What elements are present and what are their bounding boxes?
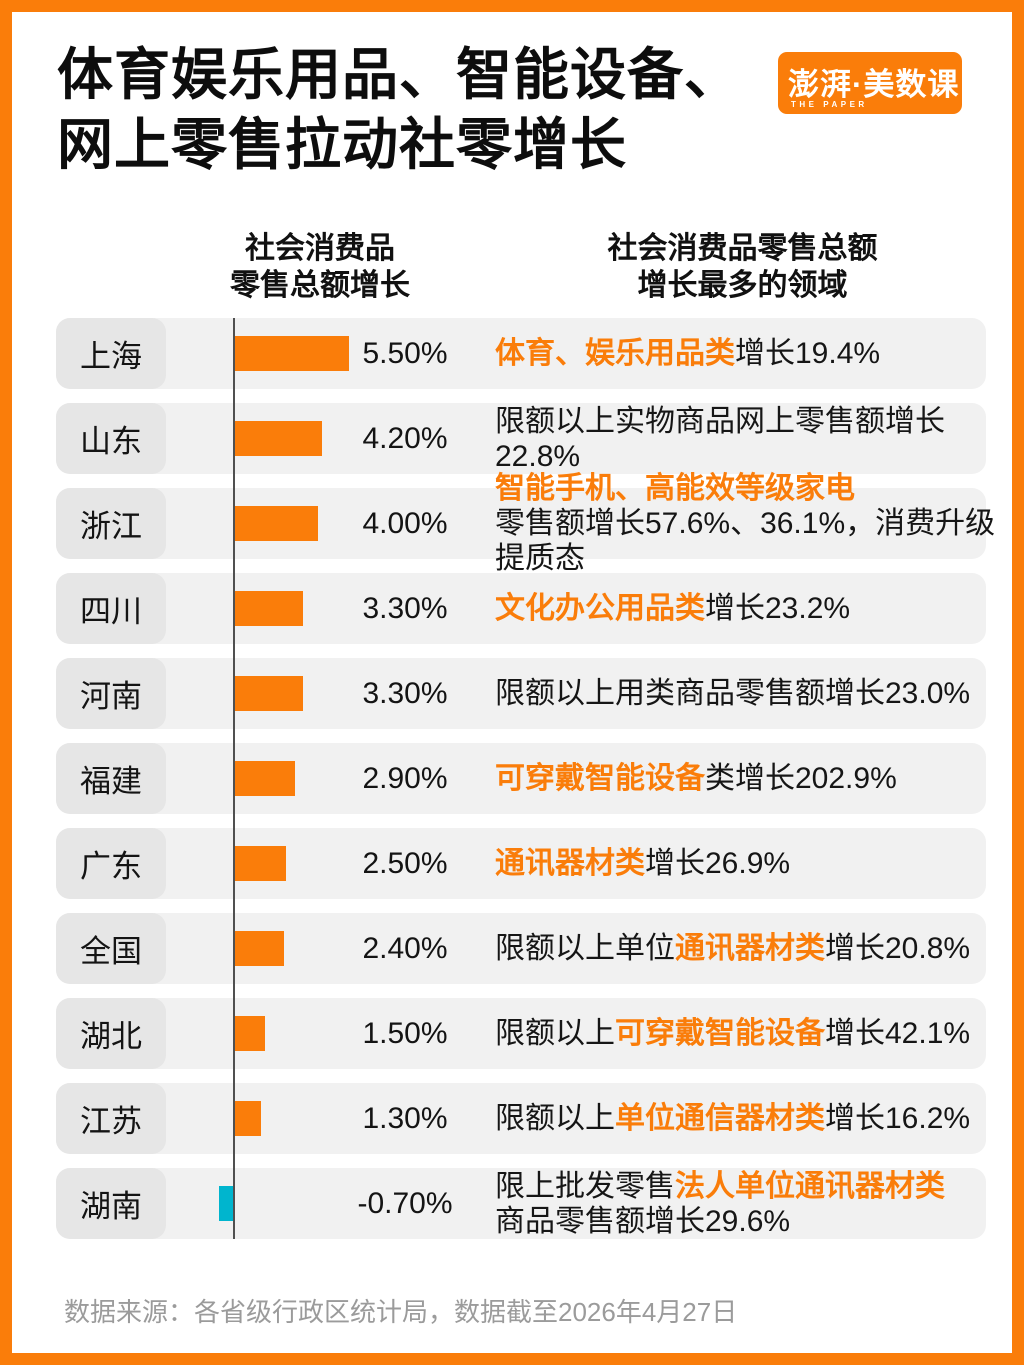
chart-row: 湖北 1.50% 限额以上 可穿戴智能设备 增长42.1% [56, 998, 986, 1069]
bar [234, 1016, 266, 1051]
value-label: 2.90% [362, 761, 448, 795]
province-label: 湖南 [56, 1168, 166, 1239]
value-label: 3.30% [362, 591, 448, 625]
province-label: 四川 [56, 573, 166, 644]
description-text: 增长23.2% [705, 592, 851, 625]
description-text: 增长26.9% [645, 847, 791, 880]
column-header-left: 社会消费品 零售总额增长 [170, 230, 470, 304]
page-title: 体育娱乐用品、智能设备、 网上零售拉动社零增长 [57, 40, 741, 180]
column-header-left-line2: 零售总额增长 [230, 269, 410, 302]
row-description: 限额以上实物商品网上零售额增长22.8% [495, 403, 996, 474]
chart-row: 广东 2.50% 通讯器材类 增长26.9% [56, 828, 986, 899]
description-highlight: 可穿戴智能设备 [495, 762, 705, 795]
province-label: 福建 [56, 743, 166, 814]
bar [234, 591, 303, 626]
chart-row: 四川 3.30% 文化办公用品类 增长23.2% [56, 573, 986, 644]
value-label: 1.30% [362, 1101, 448, 1135]
value-label: 4.20% [362, 421, 448, 455]
value-label: 2.40% [362, 931, 448, 965]
row-description: 智能手机、高能效等级家电 零售额增长57.6%、36.1%，消费升级提质态 [495, 472, 996, 575]
page-title-line1: 体育娱乐用品、智能设备、 [57, 43, 741, 106]
chart-row: 全国 2.40% 限额以上单位 通讯器材类 增长20.8% [56, 913, 986, 984]
bar [234, 761, 295, 796]
bar [234, 421, 322, 456]
description-text: 限额以上用类商品零售额增长23.0% [495, 677, 971, 710]
value-label: 2.50% [362, 846, 448, 880]
description-text: 增长19.4% [735, 337, 881, 370]
description-text: 增长20.8% [825, 932, 971, 965]
column-header-right-line2: 增长最多的领域 [637, 269, 848, 302]
province-label: 广东 [56, 828, 166, 899]
row-description: 限额以上 单位通信器材类 增长16.2% [495, 1083, 996, 1154]
bar [234, 676, 303, 711]
data-source-note: 数据来源：各省级行政区统计局，数据截至2026年4月27日 [64, 1297, 738, 1327]
description-text: 限额以上 [495, 1102, 615, 1135]
description-text: 类增长202.9% [705, 762, 897, 795]
value-label: 1.50% [362, 1016, 448, 1050]
description-highlight: 体育、娱乐用品类 [495, 337, 735, 370]
chart-row: 福建 2.90% 可穿戴智能设备 类增长202.9% [56, 743, 986, 814]
description-text: 增长16.2% [825, 1102, 971, 1135]
row-description: 限上批发零售 法人单位通讯器材类 商品零售额增长29.6% [495, 1168, 996, 1239]
chart-row: 河南 3.30% 限额以上用类商品零售额增长23.0% [56, 658, 986, 729]
description-highlight: 通讯器材类 [495, 847, 645, 880]
column-header-right-line1: 社会消费品零售总额 [607, 232, 878, 265]
row-description: 可穿戴智能设备 类增长202.9% [495, 743, 996, 814]
bar [234, 336, 349, 371]
description-highlight: 智能手机、高能效等级家电 [495, 472, 855, 505]
description-highlight: 文化办公用品类 [495, 592, 705, 625]
value-label: 5.50% [362, 336, 448, 370]
column-header-left-line1: 社会消费品 [245, 232, 395, 265]
bar [219, 1186, 234, 1221]
description-highlight: 通讯器材类 [675, 932, 825, 965]
bar [234, 846, 287, 881]
description-highlight: 单位通信器材类 [615, 1102, 825, 1135]
province-label: 山东 [56, 403, 166, 474]
row-description: 限额以上用类商品零售额增长23.0% [495, 658, 996, 729]
description-text: 限上批发零售 [495, 1169, 675, 1203]
chart-row: 山东 4.20% 限额以上实物商品网上零售额增长22.8% [56, 403, 986, 474]
description-text: 商品零售额增长29.6% [495, 1204, 791, 1238]
row-description: 通讯器材类 增长26.9% [495, 828, 996, 899]
description-text: 限额以上 [495, 1017, 615, 1050]
row-description: 限额以上单位 通讯器材类 增长20.8% [495, 913, 996, 984]
description-text: 零售额增长57.6%、36.1%，消费升级提质态 [495, 507, 996, 575]
column-header-right: 社会消费品零售总额 增长最多的领域 [540, 230, 945, 304]
chart-row: 江苏 1.30% 限额以上 单位通信器材类 增长16.2% [56, 1083, 986, 1154]
chart-row: 湖南 -0.70% 限上批发零售 法人单位通讯器材类 商品零售额增长29.6% [56, 1168, 986, 1239]
row-description: 限额以上 可穿戴智能设备 增长42.1% [495, 998, 996, 1069]
bar [234, 1101, 262, 1136]
value-label: 4.00% [362, 506, 448, 540]
province-label: 上海 [56, 318, 166, 389]
province-label: 湖北 [56, 998, 166, 1069]
row-description: 体育、娱乐用品类 增长19.4% [495, 318, 996, 389]
row-description: 文化办公用品类 增长23.2% [495, 573, 996, 644]
province-label: 河南 [56, 658, 166, 729]
value-label: -0.70% [357, 1186, 453, 1220]
paper-logo: 澎湃·美数课 THE PAPER [778, 52, 962, 114]
province-label: 浙江 [56, 488, 166, 559]
value-label: 3.30% [362, 676, 448, 710]
page-title-line2: 网上零售拉动社零增长 [57, 113, 627, 176]
paper-logo-text: 澎湃·美数课 [788, 67, 960, 102]
chart-row: 上海 5.50% 体育、娱乐用品类 增长19.4% [56, 318, 986, 389]
bar [234, 506, 318, 541]
axis-line [233, 318, 235, 1239]
description-text: 限额以上单位 [495, 932, 675, 965]
province-label: 全国 [56, 913, 166, 984]
description-highlight: 法人单位通讯器材类 [675, 1169, 945, 1203]
province-label: 江苏 [56, 1083, 166, 1154]
description-text: 增长42.1% [825, 1017, 971, 1050]
paper-logo-subtext: THE PAPER [791, 100, 868, 109]
chart-row: 浙江 4.00% 智能手机、高能效等级家电 零售额增长57.6%、36.1%，消费… [56, 472, 995, 575]
bar [234, 931, 285, 966]
description-highlight: 可穿戴智能设备 [615, 1017, 825, 1050]
description-text: 限额以上实物商品网上零售额增长22.8% [495, 404, 945, 473]
